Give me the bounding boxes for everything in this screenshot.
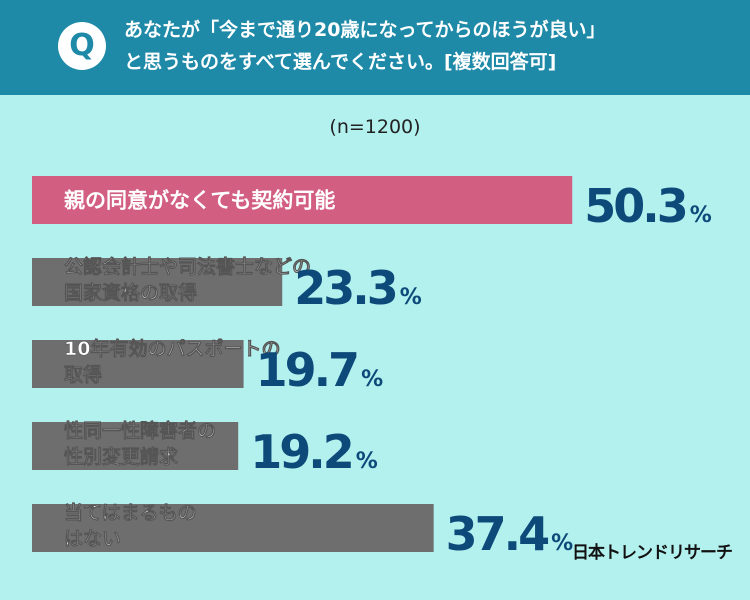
value-label-2: 19.7% bbox=[256, 343, 384, 397]
category-label-4: 当てはまるものはない bbox=[64, 501, 197, 550]
question-header: Q あなたが「今まで通り20歳になってからのほうが良い」 と思うものをすべて選ん… bbox=[0, 0, 750, 95]
value-label-1: 23.3% bbox=[294, 261, 422, 315]
question-line-2: と思うものをすべて選んでください。[複数回答可] bbox=[124, 51, 557, 73]
bar-0 bbox=[32, 176, 573, 224]
category-label-2: 10年有効のパスポートの取得 bbox=[64, 337, 280, 386]
question-badge: Q bbox=[58, 22, 106, 70]
value-label-0: 50.3% bbox=[584, 179, 712, 233]
sample-size: (n=1200) bbox=[329, 116, 421, 138]
bar-4 bbox=[32, 504, 434, 552]
category-label-1: 公認会計士や司法書士などの国家資格の取得 bbox=[64, 255, 311, 304]
question-text: あなたが「今まで通り20歳になってからのほうが良い」 と思うものをすべて選んでく… bbox=[124, 14, 734, 78]
category-label-0: 親の同意がなくても契約可能 bbox=[64, 189, 335, 213]
question-line-1: あなたが「今まで通り20歳になってからのほうが良い」 bbox=[124, 19, 606, 41]
bar-2 bbox=[32, 340, 244, 388]
category-label-3: 性同一性障害者の性別変更請求 bbox=[64, 419, 216, 468]
value-label-3: 19.2% bbox=[250, 425, 378, 479]
value-label-4: 37.4% bbox=[446, 507, 574, 561]
bar-3 bbox=[32, 422, 239, 470]
brand-logo: 日本トレンドリサーチ bbox=[572, 543, 733, 563]
bar-1 bbox=[32, 258, 283, 306]
